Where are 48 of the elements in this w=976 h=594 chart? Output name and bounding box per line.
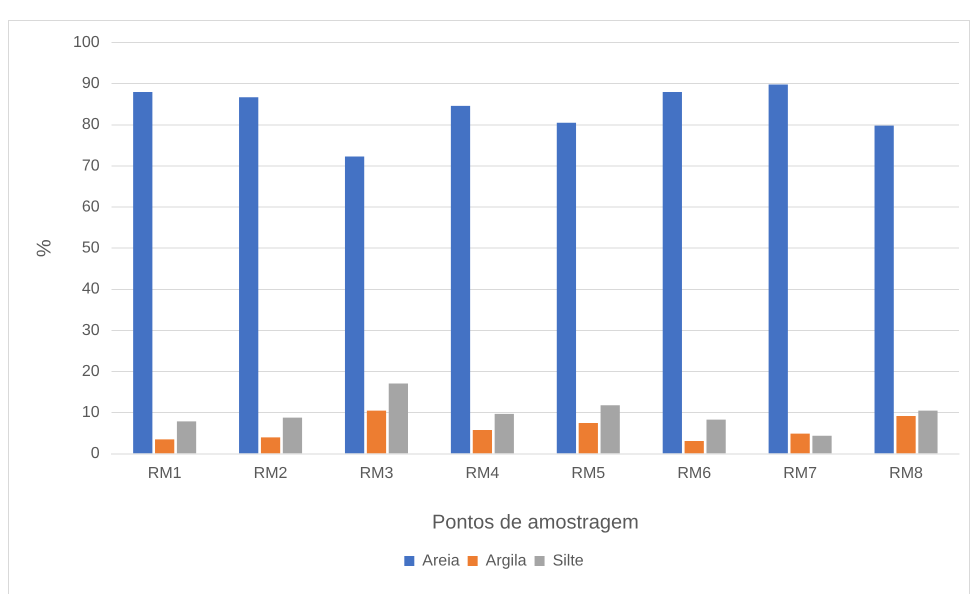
legend-label: Silte — [552, 552, 584, 570]
y-tick-label: 20 — [82, 362, 100, 380]
bar — [578, 422, 598, 454]
y-tick-label: 60 — [82, 198, 100, 216]
y-tick-label: 40 — [82, 280, 100, 298]
bar — [706, 420, 726, 454]
y-tick-label: 80 — [82, 116, 100, 134]
bar — [600, 405, 620, 454]
y-axis-title: % — [34, 239, 56, 258]
x-tick-label: RM4 — [466, 464, 500, 482]
bar — [260, 437, 280, 454]
y-tick-label: 90 — [82, 75, 100, 92]
bar — [155, 439, 174, 454]
bar — [790, 434, 810, 454]
x-tick-label: RM1 — [148, 464, 182, 482]
bar — [494, 414, 514, 454]
bar — [239, 97, 258, 454]
legend-label: Argila — [486, 552, 527, 570]
y-tick-label: 0 — [90, 445, 100, 462]
x-tick-label: RM6 — [677, 464, 712, 482]
bar — [556, 122, 576, 454]
y-tick-label: 30 — [82, 322, 100, 339]
x-tick-label: RM2 — [254, 464, 288, 482]
y-tick-label: 50 — [82, 240, 100, 257]
bar — [176, 421, 196, 454]
bar — [812, 436, 832, 454]
bar — [133, 92, 152, 454]
bar — [366, 410, 386, 454]
x-tick-label: RM8 — [889, 464, 924, 482]
bar — [896, 416, 916, 454]
x-tick-label: RM3 — [360, 464, 394, 482]
x-tick-label: RM5 — [571, 464, 606, 482]
bar — [388, 383, 408, 454]
bar — [282, 418, 302, 454]
legend-label: Areia — [422, 552, 460, 570]
y-tick-label: 10 — [82, 404, 100, 422]
bar — [662, 92, 682, 454]
x-axis-title: Pontos de amostragem — [432, 512, 639, 534]
bar — [344, 156, 364, 454]
bar — [472, 430, 492, 454]
x-tick-label: RM7 — [783, 464, 818, 482]
y-tick-label: 100 — [72, 34, 100, 52]
bar — [918, 410, 938, 454]
bar — [450, 106, 470, 454]
bar — [684, 441, 704, 454]
bar — [874, 126, 894, 454]
y-tick-label: 70 — [82, 157, 100, 174]
bar — [768, 84, 788, 454]
